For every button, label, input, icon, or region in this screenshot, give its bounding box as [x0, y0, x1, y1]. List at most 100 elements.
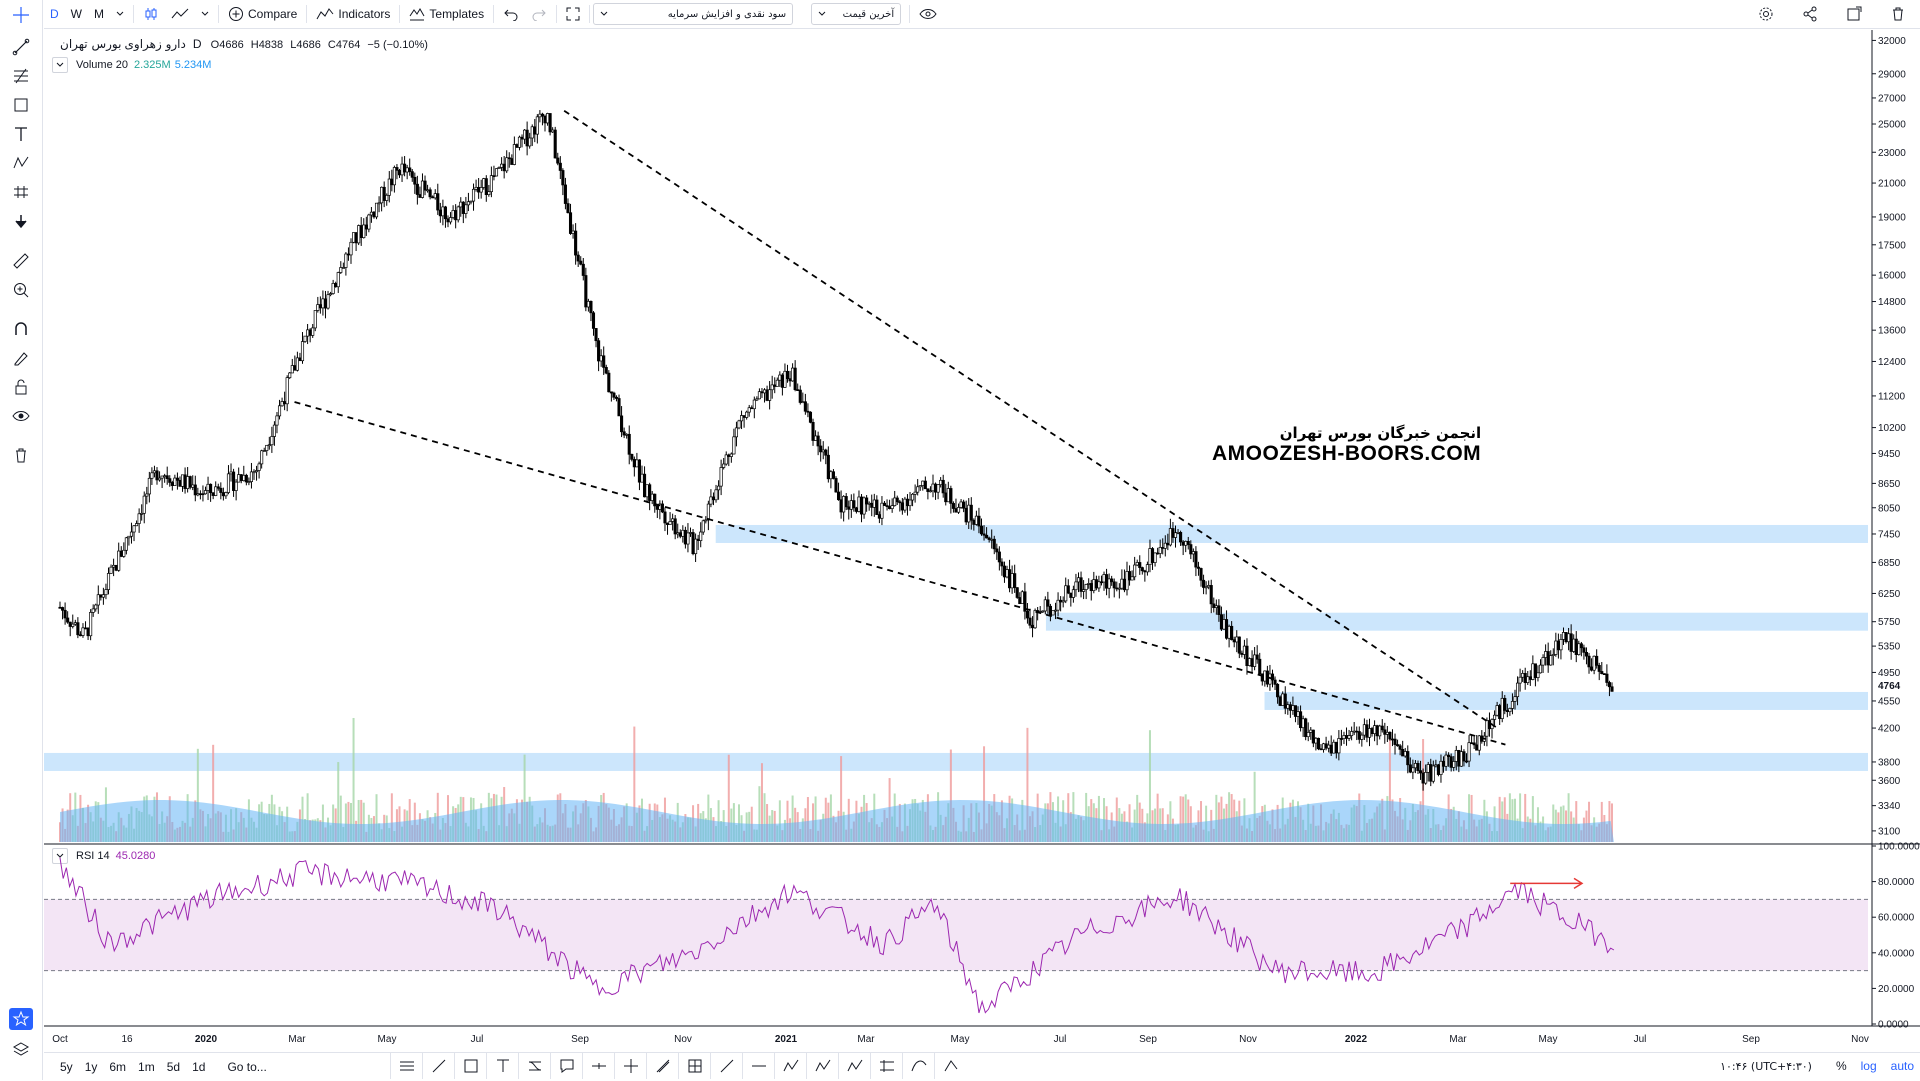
- candle-body: [446, 218, 450, 223]
- price-select[interactable]: آخرین قیمت: [811, 3, 902, 25]
- volume-bar: [1575, 801, 1578, 842]
- stay-drawing-icon[interactable]: [9, 347, 33, 369]
- compare-button[interactable]: Compare: [222, 0, 303, 28]
- bottom-draw-tool-icon[interactable]: [838, 1053, 870, 1079]
- goto-button[interactable]: Go to...: [227, 1060, 267, 1074]
- bottom-draw-tool-icon[interactable]: [870, 1053, 902, 1079]
- bottom-draw-tool-icon[interactable]: [486, 1053, 518, 1079]
- price-tick-label: 4200: [1878, 724, 1901, 735]
- collapse-rsi-icon[interactable]: [52, 848, 68, 864]
- interval-m-button[interactable]: M: [94, 7, 104, 21]
- redo-icon[interactable]: [525, 0, 553, 28]
- percent-toggle[interactable]: %: [1835, 1059, 1847, 1073]
- candle-body: [995, 548, 999, 553]
- prediction-tool-icon[interactable]: [9, 181, 33, 203]
- timeframe-1y[interactable]: 1y: [84, 1060, 98, 1074]
- bottom-draw-tool-icon[interactable]: [902, 1053, 934, 1079]
- candle-body: [1567, 633, 1571, 643]
- volume-bar: [306, 793, 309, 842]
- candle-body: [1102, 574, 1106, 583]
- zoom-in-icon[interactable]: [9, 279, 33, 301]
- trash-icon[interactable]: [9, 444, 33, 466]
- candle-body: [877, 514, 881, 519]
- timeframe-6m[interactable]: 6m: [109, 1060, 127, 1074]
- chart-style-dropdown-icon[interactable]: [195, 0, 215, 28]
- candle-body: [898, 501, 902, 504]
- remove-icon[interactable]: [1876, 0, 1920, 28]
- eye-icon[interactable]: [9, 405, 33, 427]
- candle-body: [1043, 599, 1047, 612]
- crosshair-icon[interactable]: [9, 4, 33, 26]
- timeframe-5d[interactable]: 5d: [166, 1060, 181, 1074]
- bottom-draw-tool-icon[interactable]: [710, 1053, 742, 1079]
- bottom-draw-tool-icon[interactable]: [518, 1053, 550, 1079]
- share-icon[interactable]: [1788, 0, 1832, 28]
- auto-toggle[interactable]: auto: [1890, 1059, 1914, 1073]
- candle-body: [686, 532, 690, 545]
- candle-body: [497, 167, 501, 169]
- bottom-draw-tool-icon[interactable]: [582, 1053, 614, 1079]
- bottom-draw-tool-icon[interactable]: [934, 1053, 966, 1079]
- fullscreen-icon[interactable]: [560, 0, 586, 28]
- bottom-draw-tool-icon[interactable]: [550, 1053, 582, 1079]
- candle-body: [170, 482, 174, 486]
- line-style-icon[interactable]: [165, 0, 195, 28]
- interval-dropdown-icon[interactable]: [110, 0, 130, 28]
- interval-d-button[interactable]: D: [50, 7, 59, 21]
- trendline-tool-icon[interactable]: [9, 36, 33, 58]
- candle-body: [1610, 686, 1614, 692]
- arrow-down-icon[interactable]: [9, 210, 33, 232]
- bottom-draw-tool-icon[interactable]: [614, 1053, 646, 1079]
- candle-body: [796, 389, 800, 392]
- candle-body: [1041, 610, 1045, 613]
- pattern-tool-icon[interactable]: [9, 152, 33, 174]
- bottom-draw-tool-icon[interactable]: [774, 1053, 806, 1079]
- candle-body: [523, 129, 527, 140]
- candle-body: [1434, 764, 1438, 767]
- candle-body: [1288, 704, 1292, 711]
- candle-body: [872, 499, 876, 508]
- text-tool-icon[interactable]: [9, 123, 33, 145]
- symbol-name[interactable]: دارو زهراوی: [124, 37, 186, 51]
- volume-legend: Volume 20 2.325M 5.234M: [52, 57, 211, 73]
- bottom-draw-tool-icon[interactable]: [646, 1053, 678, 1079]
- shape-tool-icon[interactable]: [9, 94, 33, 116]
- timezone-clock[interactable]: ۱۰:۴۶ (UTC+۴:۳۰): [1720, 1059, 1812, 1073]
- visibility-eye-icon[interactable]: [913, 0, 943, 28]
- study-select[interactable]: سود نقدی و افزایش سرمایه: [593, 3, 794, 25]
- timeframe-1d[interactable]: 1d: [192, 1060, 206, 1074]
- lock-icon[interactable]: [9, 376, 33, 398]
- magnet-icon[interactable]: [9, 318, 33, 340]
- chart-canvas[interactable]: 32000 29000 27000 25000 23000 21000 19000 17500…: [0, 0, 1920, 1052]
- bottom-draw-tool-icon[interactable]: [678, 1053, 710, 1079]
- favorites-star-icon[interactable]: [9, 1008, 33, 1030]
- candle-body: [936, 484, 940, 493]
- layers-icon[interactable]: [9, 1038, 33, 1060]
- bottom-draw-tool-icon[interactable]: [422, 1053, 454, 1079]
- candle-body: [290, 365, 294, 374]
- candle-body: [1357, 731, 1361, 740]
- templates-button[interactable]: Templates: [403, 0, 490, 28]
- candle-body: [135, 523, 139, 527]
- bottom-draw-tool-icon[interactable]: [390, 1053, 422, 1079]
- timeframe-5y[interactable]: 5y: [60, 1060, 73, 1074]
- fib-tool-icon[interactable]: [9, 65, 33, 87]
- settings-gear-icon[interactable]: [1744, 0, 1788, 28]
- bottom-draw-tool-icon[interactable]: [742, 1053, 774, 1079]
- interval-w-button[interactable]: W: [70, 7, 82, 21]
- undo-icon[interactable]: [497, 0, 525, 28]
- log-toggle[interactable]: log: [1860, 1059, 1877, 1073]
- snapshot-icon[interactable]: [1832, 0, 1876, 28]
- indicators-button[interactable]: Indicators: [310, 0, 396, 28]
- bottom-draw-tool-icon[interactable]: [806, 1053, 838, 1079]
- ruler-icon[interactable]: [9, 250, 33, 272]
- candle-body: [1503, 697, 1507, 711]
- bottom-draw-tool-icon[interactable]: [454, 1053, 486, 1079]
- collapse-legend-icon[interactable]: [52, 57, 68, 73]
- candle-body: [137, 513, 141, 524]
- divider: [589, 5, 591, 23]
- timeframe-1m[interactable]: 1m: [138, 1060, 155, 1074]
- candle-body: [558, 162, 562, 171]
- candle-body: [916, 486, 920, 493]
- candle-style-icon[interactable]: [137, 0, 165, 28]
